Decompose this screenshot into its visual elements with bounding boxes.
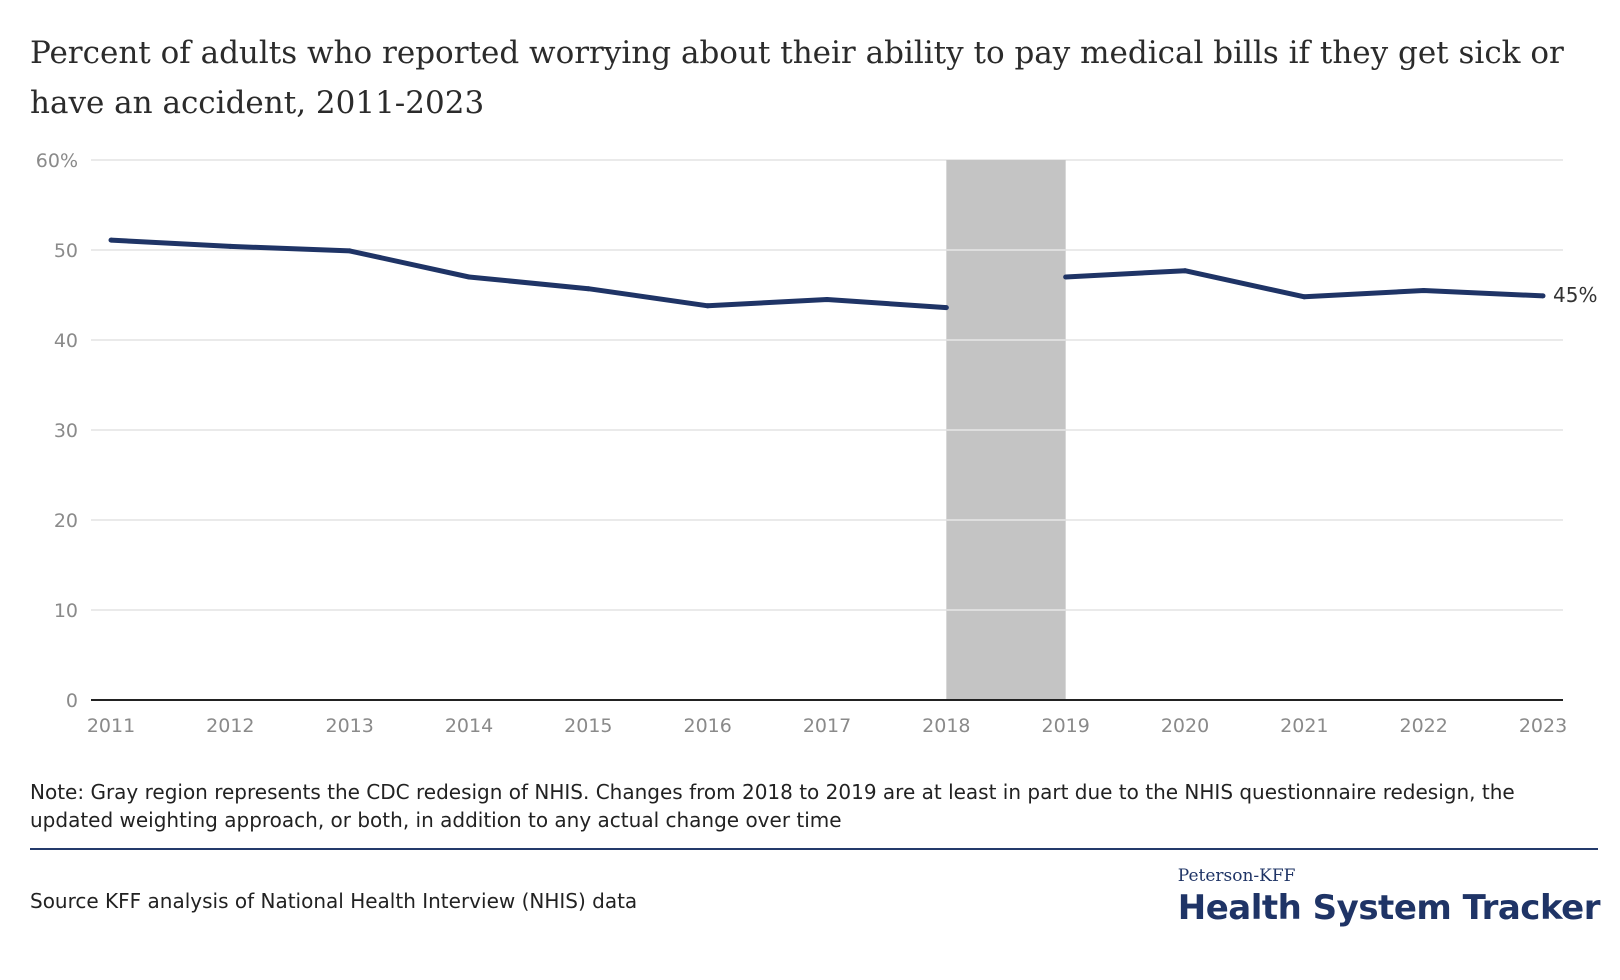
data-point (705, 303, 711, 309)
y-tick-label: 0 (66, 690, 78, 712)
data-point (1301, 294, 1307, 300)
data-point (585, 286, 591, 292)
x-tick-label: 2017 (803, 715, 851, 737)
source-text: Source KFF analysis of National Health I… (30, 889, 638, 913)
data-point (1182, 268, 1188, 274)
divider (30, 848, 1598, 850)
x-tick-label: 2011 (87, 715, 135, 737)
x-tick-label: 2023 (1519, 715, 1567, 737)
end-value-label: 45% (1553, 283, 1597, 307)
y-tick-label: 10 (54, 600, 78, 622)
line-chart: 0 10 20 30 40 50 60% 2011 2012 2013 2014 2015 2016 20… (36, 150, 1598, 737)
data-point (466, 274, 472, 280)
data-point (347, 248, 353, 254)
logo: Peterson-KFF Health System Tracker (1177, 866, 1601, 928)
y-tick-label: 20 (54, 510, 78, 532)
chart-title: Percent of adults who reported worrying … (30, 35, 1564, 121)
x-tick-label: 2016 (683, 715, 731, 737)
data-point (824, 297, 830, 302)
logo-title: Health System Tracker (1177, 888, 1601, 928)
data-point (1540, 293, 1546, 299)
data-point (227, 243, 233, 249)
y-tick-label: 50 (54, 240, 78, 262)
chart-note: Note: Gray region represents the CDC red… (30, 780, 1515, 832)
x-tick-label: 2013 (325, 715, 373, 737)
x-tick-label: 2015 (564, 715, 612, 737)
x-tick-label: 2012 (206, 715, 254, 737)
data-point (108, 237, 114, 243)
y-tick-label: 30 (54, 420, 78, 442)
y-tick-label: 40 (54, 330, 78, 352)
logo-org: Peterson-KFF (1177, 866, 1296, 886)
x-tick-label: 2014 (445, 715, 493, 737)
x-tick-label: 2022 (1399, 715, 1447, 737)
data-point (1063, 274, 1069, 280)
series-line-segment-2 (1065, 268, 1544, 300)
data-point (943, 305, 949, 311)
y-tick-label: 60% (36, 150, 78, 172)
x-tick-label: 2018 (922, 715, 970, 737)
x-tick-label: 2020 (1161, 715, 1209, 737)
x-tick-label: 2019 (1041, 715, 1089, 737)
series-line-segment-1 (110, 237, 947, 311)
x-tick-label: 2021 (1280, 715, 1328, 737)
data-point (1421, 288, 1427, 293)
